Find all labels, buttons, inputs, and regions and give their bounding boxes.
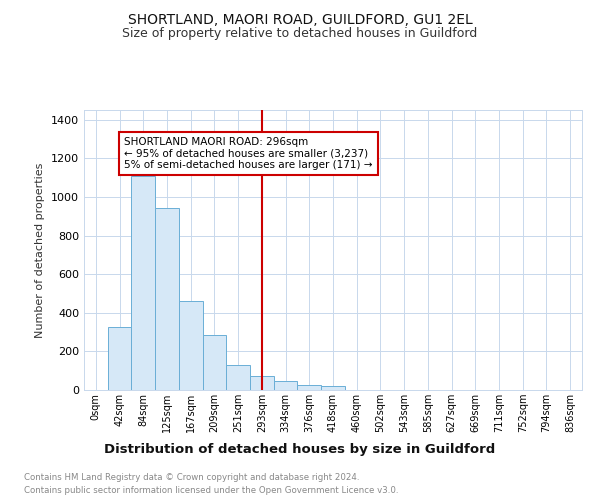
Bar — [250, 376, 274, 390]
Y-axis label: Number of detached properties: Number of detached properties — [35, 162, 46, 338]
Bar — [226, 365, 250, 390]
Text: SHORTLAND MAORI ROAD: 296sqm
← 95% of detached houses are smaller (3,237)
5% of : SHORTLAND MAORI ROAD: 296sqm ← 95% of de… — [124, 137, 373, 170]
Text: Size of property relative to detached houses in Guildford: Size of property relative to detached ho… — [122, 28, 478, 40]
Bar — [203, 335, 226, 390]
Bar — [321, 386, 345, 390]
Bar — [274, 382, 298, 390]
Text: Distribution of detached houses by size in Guildford: Distribution of detached houses by size … — [104, 442, 496, 456]
Text: Contains HM Land Registry data © Crown copyright and database right 2024.: Contains HM Land Registry data © Crown c… — [24, 472, 359, 482]
Bar — [298, 385, 321, 390]
Bar — [155, 208, 179, 390]
Text: SHORTLAND, MAORI ROAD, GUILDFORD, GU1 2EL: SHORTLAND, MAORI ROAD, GUILDFORD, GU1 2E… — [128, 12, 472, 26]
Text: Contains public sector information licensed under the Open Government Licence v3: Contains public sector information licen… — [24, 486, 398, 495]
Bar — [108, 327, 131, 390]
Bar — [179, 301, 203, 390]
Bar — [131, 176, 155, 390]
